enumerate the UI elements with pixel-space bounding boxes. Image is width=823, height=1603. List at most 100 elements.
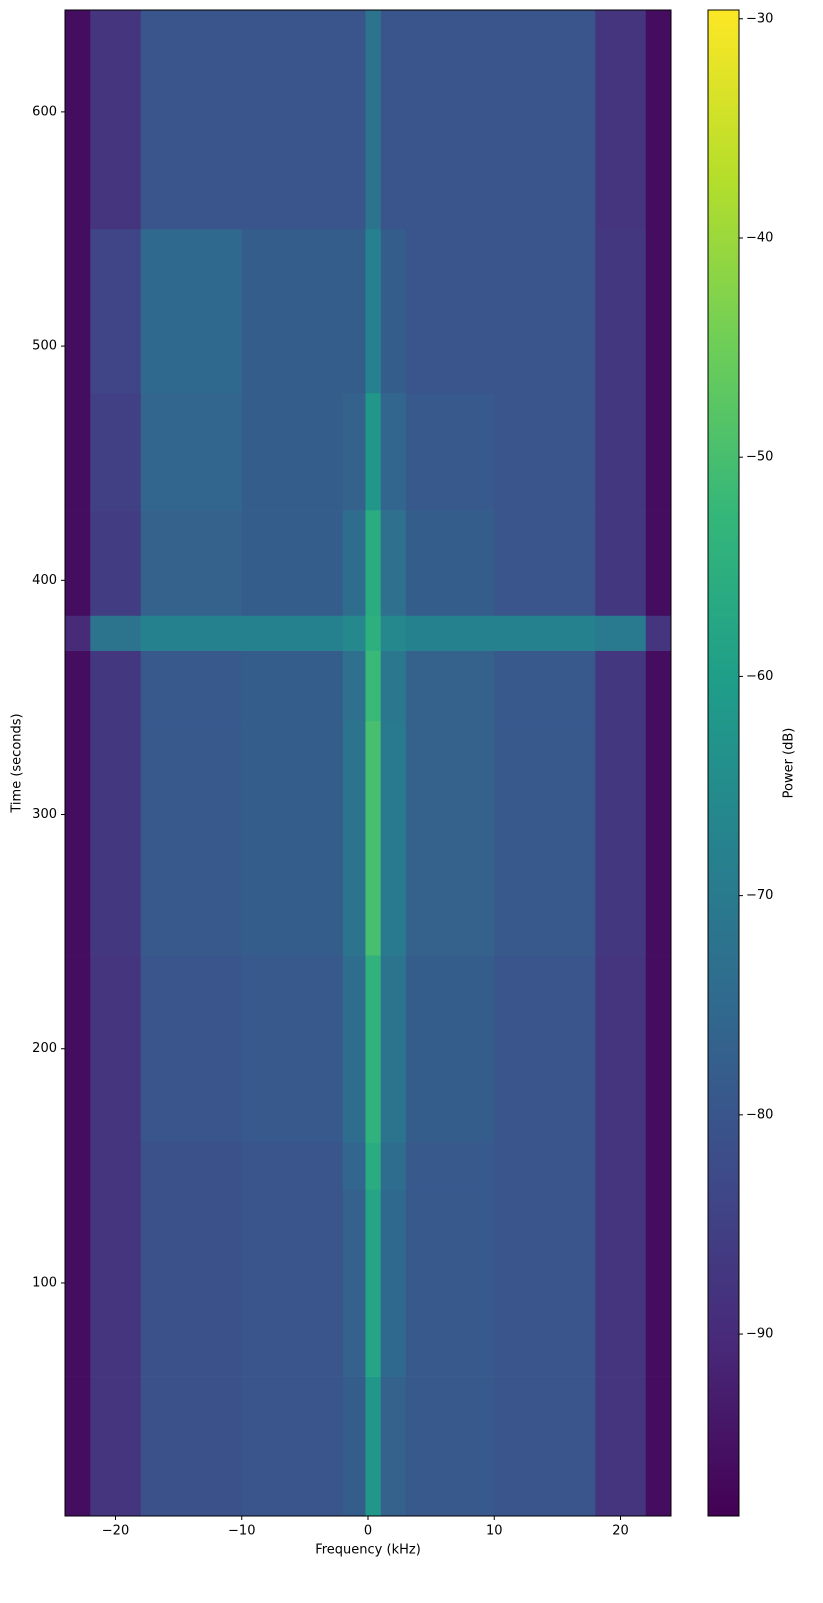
- heat-cell: [645, 392, 672, 511]
- heat-cell: [140, 392, 243, 511]
- heat-cell: [65, 1376, 91, 1517]
- heat-cell: [140, 615, 243, 651]
- y-tick-label: 200: [32, 1041, 57, 1056]
- heat-cell: [65, 650, 91, 722]
- heat-cell: [65, 392, 91, 511]
- heat-cell: [645, 228, 672, 394]
- colorbar-tick-label: −50: [746, 450, 773, 465]
- heat-cell: [405, 955, 495, 1143]
- heat-cell: [494, 228, 596, 394]
- heat-cell: [90, 650, 142, 722]
- colorbar-tick-label: −60: [746, 669, 773, 684]
- heat-cell: [90, 228, 142, 394]
- heat-cell: [380, 510, 407, 616]
- colorbar-tick-label: −30: [746, 11, 773, 26]
- heat-cell: [645, 1189, 672, 1377]
- y-tick-label: 100: [32, 1275, 57, 1290]
- colorbar-tick-label: −80: [746, 1107, 773, 1122]
- heat-cell: [90, 955, 142, 1143]
- heat-cell: [140, 650, 243, 722]
- heat-cell: [241, 615, 344, 651]
- y-tick-label: 600: [32, 104, 57, 119]
- heat-cell: [365, 228, 381, 394]
- heat-cell: [645, 615, 672, 651]
- heat-cell: [90, 720, 142, 956]
- heat-cell: [365, 392, 381, 511]
- heat-cell: [365, 1142, 381, 1190]
- heat-cell: [140, 955, 243, 1143]
- x-tick-label: −10: [228, 1524, 255, 1539]
- y-axis-label: Time (seconds): [10, 713, 25, 813]
- colorbar-tick-label: −70: [746, 888, 773, 903]
- heat-cell: [494, 1189, 596, 1377]
- heat-cell: [90, 1376, 142, 1517]
- heat-cell: [405, 615, 495, 651]
- y-tick-label: 300: [32, 807, 57, 822]
- heat-cell: [140, 720, 243, 956]
- heat-cell: [241, 392, 344, 511]
- heat-cell: [595, 228, 647, 394]
- heat-cell: [494, 615, 596, 651]
- heat-cell: [241, 510, 344, 616]
- heat-cell: [65, 10, 91, 230]
- heat-cell: [494, 10, 596, 230]
- heat-cell: [380, 1142, 407, 1190]
- heat-cell: [342, 650, 366, 722]
- y-tick-label: 400: [32, 573, 57, 588]
- heat-cell: [140, 510, 243, 616]
- heat-cell: [342, 1376, 366, 1517]
- heat-cell: [595, 392, 647, 511]
- heat-cell: [365, 720, 381, 956]
- heat-cell: [595, 720, 647, 956]
- heat-cell: [65, 720, 91, 956]
- heat-cell: [494, 1376, 596, 1517]
- heat-cell: [380, 1376, 407, 1517]
- heat-cell: [90, 510, 142, 616]
- heat-cell: [405, 10, 495, 230]
- heat-cell: [365, 1376, 381, 1517]
- heat-cell: [595, 10, 647, 230]
- heat-cell: [645, 720, 672, 956]
- heat-cell: [595, 510, 647, 616]
- heat-cell: [645, 1376, 672, 1517]
- heat-cell: [342, 392, 366, 511]
- colorbar-tick-label: −90: [746, 1327, 773, 1342]
- heat-cell: [494, 650, 596, 722]
- heat-cell: [494, 955, 596, 1143]
- heat-cell: [65, 228, 91, 394]
- heat-cell: [380, 10, 407, 230]
- heat-cell: [365, 510, 381, 616]
- heat-cell: [380, 1189, 407, 1377]
- heat-cell: [65, 1189, 91, 1377]
- heat-cell: [380, 228, 407, 394]
- heat-cell: [342, 510, 366, 616]
- heat-cell: [405, 1189, 495, 1377]
- heat-cell: [65, 510, 91, 616]
- heat-cell: [90, 392, 142, 511]
- heat-cell: [140, 10, 243, 230]
- x-tick-label: −20: [102, 1524, 129, 1539]
- heat-cell: [365, 615, 381, 651]
- heat-cell: [342, 1142, 366, 1190]
- heat-cell: [595, 650, 647, 722]
- colorbar: [707, 9, 740, 1517]
- heat-cell: [494, 392, 596, 511]
- x-tick-label: 10: [486, 1524, 503, 1539]
- heat-cell: [342, 955, 366, 1143]
- x-tick-label: 0: [364, 1524, 372, 1539]
- heatmap: [65, 10, 672, 1517]
- heat-cell: [342, 10, 366, 230]
- heat-cell: [241, 650, 344, 722]
- heat-cell: [380, 392, 407, 511]
- heat-cell: [365, 1189, 381, 1377]
- heat-cell: [494, 510, 596, 616]
- heat-cell: [65, 955, 91, 1143]
- y-tick-label: 500: [32, 339, 57, 354]
- heat-cell: [595, 1142, 647, 1190]
- heat-cell: [342, 228, 366, 394]
- heat-cell: [241, 720, 344, 956]
- heat-cell: [645, 650, 672, 722]
- heat-cell: [405, 1142, 495, 1190]
- heat-cell: [342, 615, 366, 651]
- heat-cell: [65, 1142, 91, 1190]
